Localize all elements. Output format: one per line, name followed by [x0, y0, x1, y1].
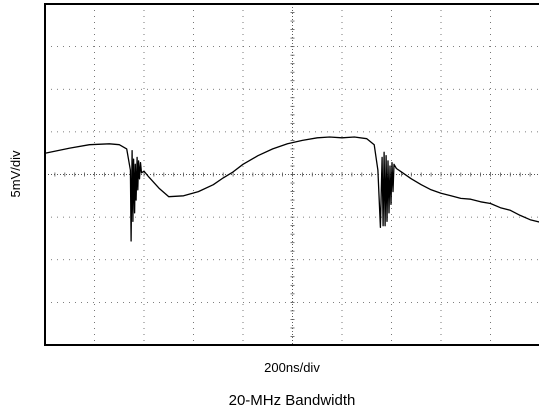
x-axis-label: 200ns/div: [264, 360, 320, 375]
bandwidth-caption: 20-MHz Bandwidth: [229, 392, 356, 409]
y-axis-label: 5mV/div: [8, 150, 23, 197]
graticule: [44, 3, 539, 346]
plot-frame: [44, 3, 539, 346]
signal-trace: [44, 136, 539, 242]
